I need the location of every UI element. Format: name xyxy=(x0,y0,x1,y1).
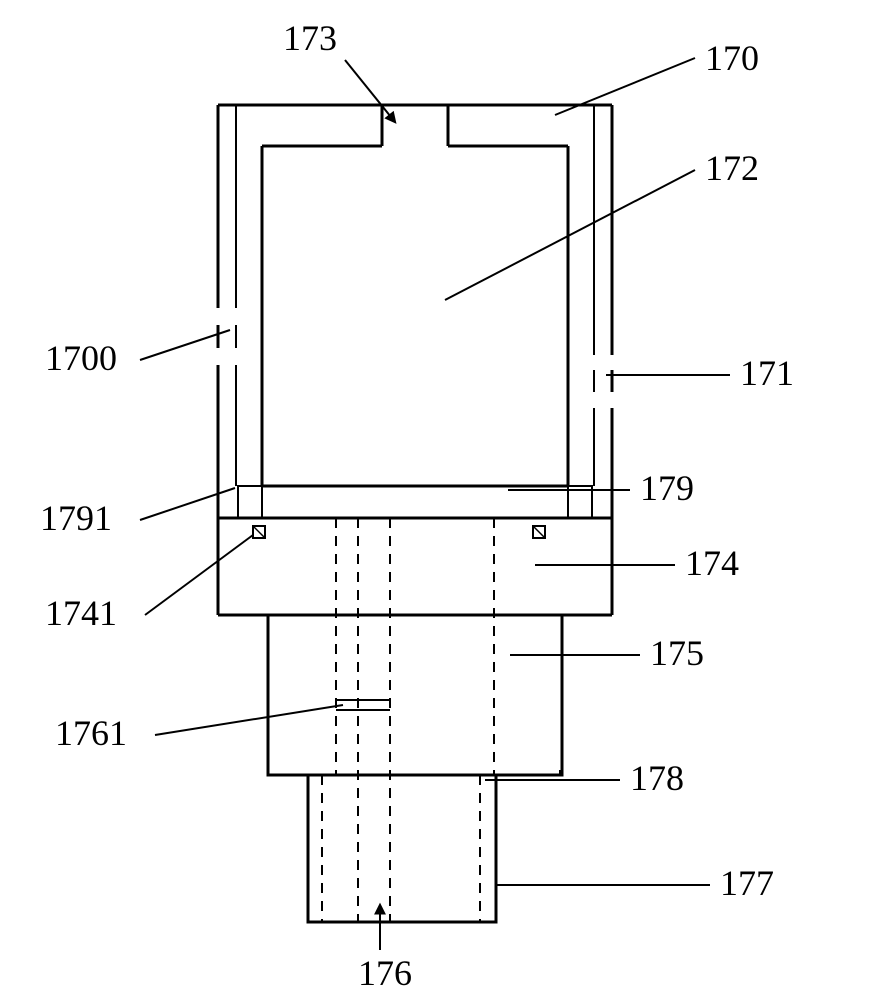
label-l176: 176 xyxy=(358,953,412,993)
label-l175: 175 xyxy=(650,633,704,673)
label-l1761: 1761 xyxy=(55,713,127,753)
label-l178: 178 xyxy=(630,758,684,798)
label-l1741: 1741 xyxy=(45,593,117,633)
label-l179: 179 xyxy=(640,468,694,508)
label-l170: 170 xyxy=(705,38,759,78)
label-l172: 172 xyxy=(705,148,759,188)
label-l171: 171 xyxy=(740,353,794,393)
label-l1700: 1700 xyxy=(45,338,117,378)
label-l1791: 1791 xyxy=(40,498,112,538)
label-l177: 177 xyxy=(720,863,774,903)
label-l173: 173 xyxy=(283,18,337,58)
label-l174: 174 xyxy=(685,543,739,583)
